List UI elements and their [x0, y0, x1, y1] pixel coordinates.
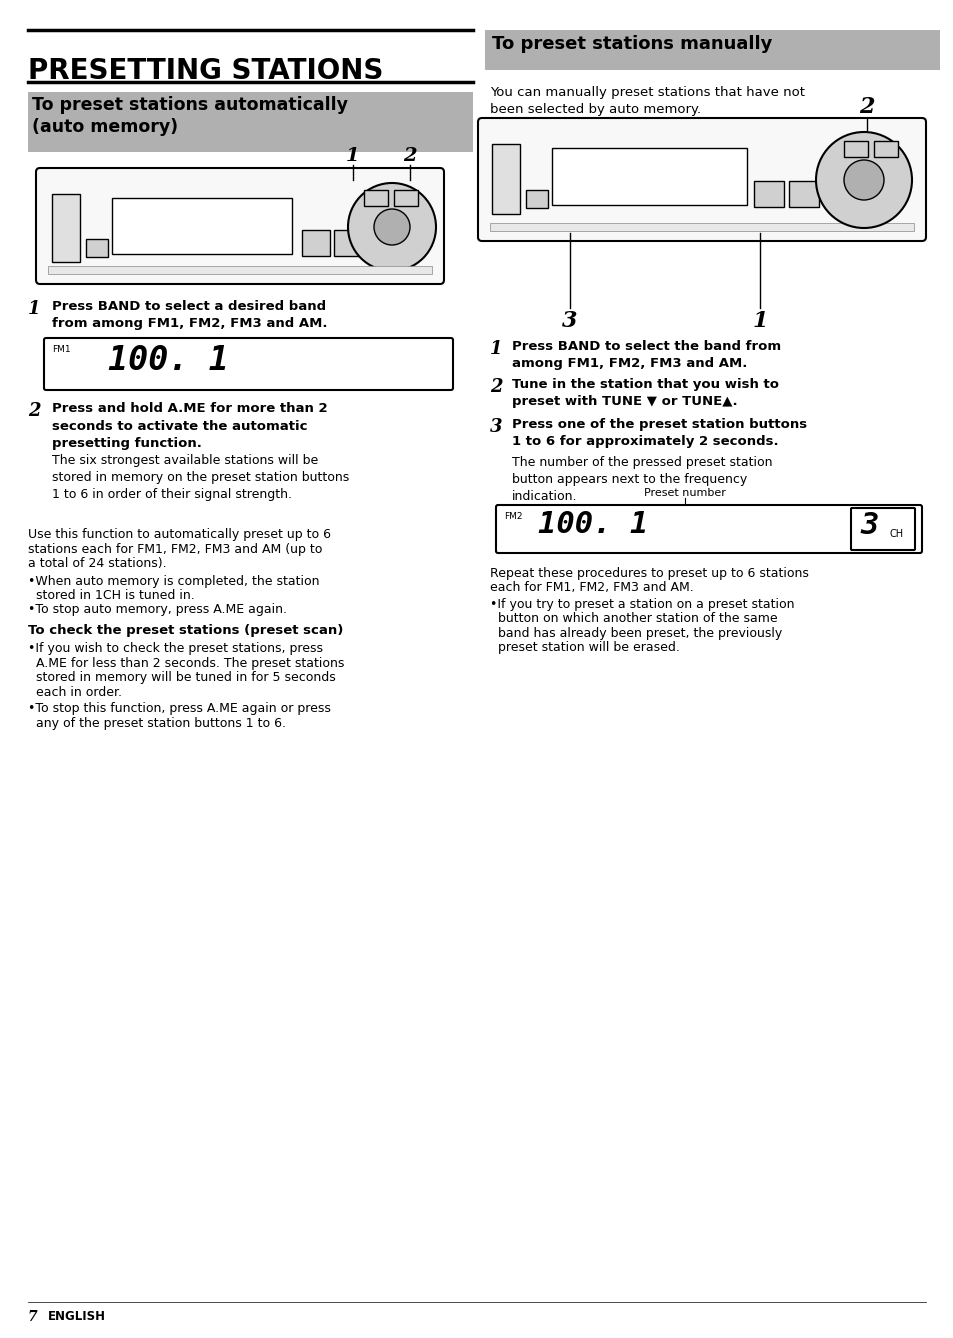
Text: To preset stations automatically: To preset stations automatically: [32, 96, 348, 114]
Text: CH: CH: [889, 529, 903, 539]
FancyBboxPatch shape: [44, 339, 453, 389]
Text: 1: 1: [752, 310, 767, 332]
Text: FM2: FM2: [503, 512, 522, 520]
Circle shape: [374, 209, 410, 245]
Text: •If you try to preset a station on a preset station: •If you try to preset a station on a pre…: [490, 598, 794, 611]
Text: been selected by auto memory.: been selected by auto memory.: [490, 103, 700, 116]
Bar: [86, 240, 108, 257]
Circle shape: [815, 132, 911, 227]
Bar: [28, 92, 473, 153]
Text: Press one of the preset station buttons
1 to 6 for approximately 2 seconds.: Press one of the preset station buttons …: [512, 417, 806, 448]
Text: FM1: FM1: [52, 345, 71, 355]
Text: •To stop this function, press A.ME again or press: •To stop this function, press A.ME again…: [28, 702, 331, 714]
Text: 2: 2: [28, 401, 40, 420]
Text: Use this function to automatically preset up to 6: Use this function to automatically prese…: [28, 529, 331, 541]
Text: The six strongest available stations will be
stored in memory on the preset stat: The six strongest available stations wil…: [52, 454, 349, 502]
Text: You can manually preset stations that have not: You can manually preset stations that ha…: [490, 86, 804, 99]
Text: 3: 3: [490, 417, 502, 436]
Bar: [48, 266, 432, 274]
Text: (auto memory): (auto memory): [32, 118, 178, 136]
Text: 1: 1: [346, 147, 359, 165]
Text: Press and hold A.ME for more than 2
seconds to activate the automatic
presetting: Press and hold A.ME for more than 2 seco…: [52, 401, 327, 450]
Text: •When auto memory is completed, the station: •When auto memory is completed, the stat…: [28, 574, 319, 587]
Text: stored in memory will be tuned in for 5 seconds: stored in memory will be tuned in for 5 …: [28, 670, 335, 684]
Text: 7: 7: [28, 1310, 37, 1325]
Text: preset station will be erased.: preset station will be erased.: [490, 641, 679, 654]
Bar: [302, 230, 330, 256]
Text: any of the preset station buttons 1 to 6.: any of the preset station buttons 1 to 6…: [28, 717, 286, 729]
Bar: [364, 190, 388, 206]
FancyBboxPatch shape: [477, 118, 925, 241]
Text: each for FM1, FM2, FM3 and AM.: each for FM1, FM2, FM3 and AM.: [490, 582, 693, 594]
Text: band has already been preset, the previously: band has already been preset, the previo…: [490, 628, 781, 640]
Text: 100. 1: 100. 1: [537, 510, 648, 539]
Text: Repeat these procedures to preset up to 6 stations: Repeat these procedures to preset up to …: [490, 567, 808, 579]
Bar: [112, 198, 292, 254]
Text: To check the preset stations (preset scan): To check the preset stations (preset sca…: [28, 624, 343, 637]
Text: 2: 2: [490, 379, 502, 396]
Text: •To stop auto memory, press A.ME again.: •To stop auto memory, press A.ME again.: [28, 603, 287, 617]
Text: •If you wish to check the preset stations, press: •If you wish to check the preset station…: [28, 642, 323, 656]
Text: Press BAND to select a desired band
from among FM1, FM2, FM3 and AM.: Press BAND to select a desired band from…: [52, 300, 327, 330]
Bar: [394, 190, 417, 206]
FancyBboxPatch shape: [850, 508, 914, 550]
FancyBboxPatch shape: [496, 504, 921, 553]
Bar: [334, 230, 361, 256]
Text: To preset stations manually: To preset stations manually: [492, 35, 772, 54]
Bar: [484, 29, 939, 70]
FancyBboxPatch shape: [36, 169, 443, 284]
Bar: [843, 140, 867, 157]
Text: button on which another station of the same: button on which another station of the s…: [490, 613, 777, 625]
Text: The number of the pressed preset station
button appears next to the frequency
in: The number of the pressed preset station…: [512, 456, 772, 503]
Text: Preset number: Preset number: [643, 488, 725, 498]
Bar: [492, 145, 519, 214]
Bar: [525, 190, 547, 207]
Bar: [52, 194, 80, 262]
Text: stored in 1CH is tuned in.: stored in 1CH is tuned in.: [28, 589, 194, 602]
Bar: [490, 223, 913, 231]
Text: 1: 1: [490, 340, 502, 359]
Bar: [552, 149, 746, 205]
Text: 2: 2: [403, 147, 416, 165]
Text: 2: 2: [859, 96, 874, 118]
Text: 100. 1: 100. 1: [108, 344, 229, 377]
Circle shape: [843, 161, 883, 199]
Bar: [873, 140, 897, 157]
Circle shape: [348, 183, 436, 272]
Text: stations each for FM1, FM2, FM3 and AM (up to: stations each for FM1, FM2, FM3 and AM (…: [28, 542, 322, 555]
Text: ENGLISH: ENGLISH: [48, 1310, 106, 1323]
Text: PRESETTING STATIONS: PRESETTING STATIONS: [28, 58, 383, 86]
Text: 1: 1: [28, 300, 40, 318]
Text: each in order.: each in order.: [28, 685, 122, 698]
Bar: [753, 181, 783, 207]
Text: Tune in the station that you wish to
preset with TUNE ▼ or TUNE▲.: Tune in the station that you wish to pre…: [512, 379, 779, 408]
Text: a total of 24 stations).: a total of 24 stations).: [28, 557, 167, 570]
Text: A.ME for less than 2 seconds. The preset stations: A.ME for less than 2 seconds. The preset…: [28, 657, 344, 669]
Text: 3: 3: [859, 511, 878, 541]
Text: Press BAND to select the band from
among FM1, FM2, FM3 and AM.: Press BAND to select the band from among…: [512, 340, 781, 371]
Text: 3: 3: [561, 310, 578, 332]
Bar: [788, 181, 818, 207]
